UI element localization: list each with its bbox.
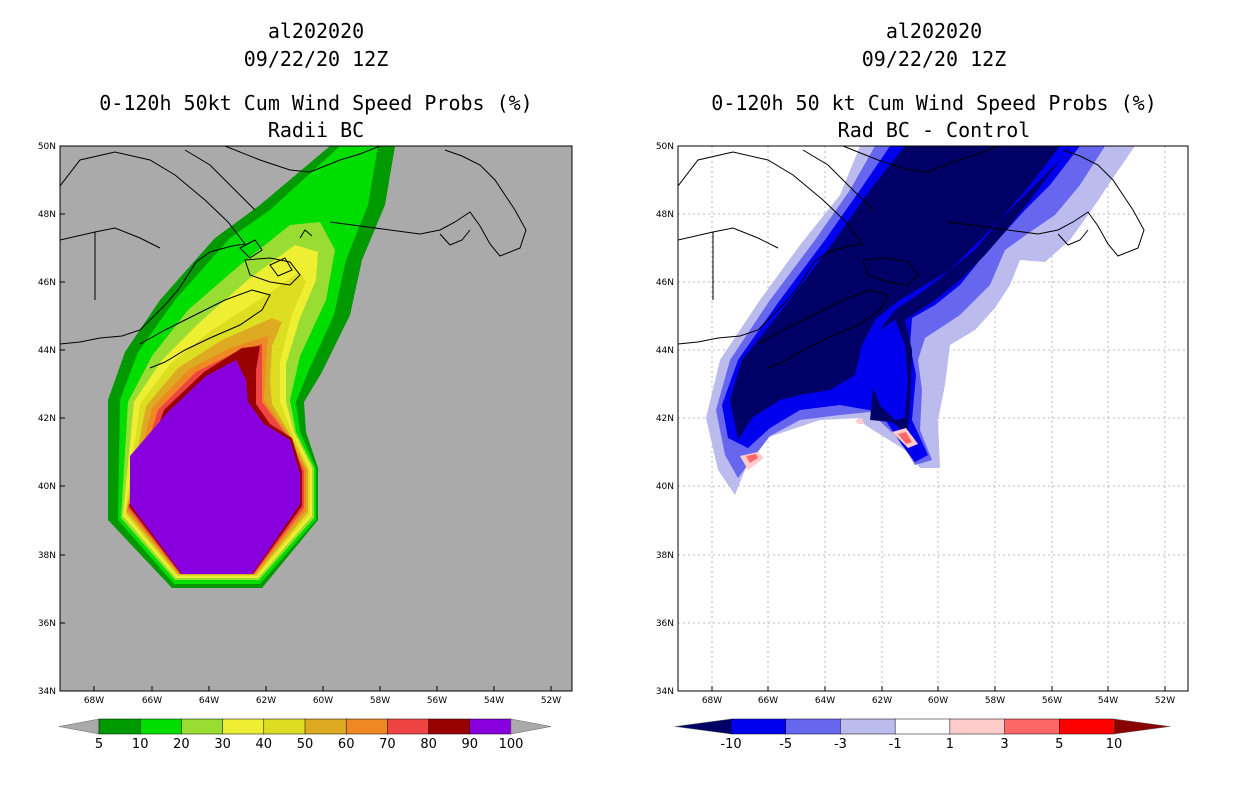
right-colorbar-label: -5 xyxy=(779,737,792,752)
right-title: 0-120h 50 kt Cum Wind Speed Probs (%) xyxy=(711,91,1157,115)
lat-label: 34N xyxy=(656,687,674,697)
right-colorbar: -10 -5 -3 -1 1 3 5 10 xyxy=(674,718,1171,752)
left-colorbar-label: 40 xyxy=(256,737,273,752)
lat-label: 42N xyxy=(656,414,674,424)
lat-label: 46N xyxy=(656,278,674,288)
right-storm-id: al202020 xyxy=(885,19,983,43)
diff-band-plus1 xyxy=(855,418,864,424)
left-colorbar-label: 100 xyxy=(499,737,524,752)
right-colorbar-swatch xyxy=(894,718,951,735)
right-colorbar-label: -3 xyxy=(834,737,847,752)
right-colorbar-label: 10 xyxy=(1106,737,1123,752)
right-colorbar-swatch xyxy=(785,718,841,735)
right-colorbar-arrow-high xyxy=(1113,718,1171,735)
lon-label: 56W xyxy=(1042,696,1062,706)
right-colorbar-swatch xyxy=(949,718,1006,735)
diff-band-minus10-core xyxy=(738,146,1045,430)
lon-label: 52W xyxy=(541,696,561,706)
lon-label: 60W xyxy=(313,696,333,706)
lon-label: 56W xyxy=(427,696,447,706)
lon-label: 58W xyxy=(370,696,390,706)
left-coastlines xyxy=(60,146,527,369)
lat-label: 44N xyxy=(656,346,674,356)
lat-label: 40N xyxy=(656,482,674,492)
lat-label: 50N xyxy=(38,142,56,152)
left-colorbar-label: 10 xyxy=(132,737,149,752)
right-colorbar-label: -10 xyxy=(720,737,741,752)
lat-label: 44N xyxy=(38,346,56,356)
lat-label: 36N xyxy=(38,619,56,629)
left-colorbar: 5 10 20 30 40 50 60 70 80 90 100 xyxy=(58,718,552,752)
left-title: 0-120h 50kt Cum Wind Speed Probs (%) xyxy=(99,91,533,115)
left-storm-id: al202020 xyxy=(267,19,365,43)
lon-label: 54W xyxy=(484,696,504,706)
left-subtitle: Radii BC xyxy=(267,118,365,142)
lat-label: 34N xyxy=(38,687,56,697)
lon-label: 54W xyxy=(1098,696,1118,706)
lon-label: 68W xyxy=(84,696,104,706)
right-date: 09/22/20 12Z xyxy=(861,47,1007,71)
lon-label: 66W xyxy=(758,696,778,706)
lat-label: 38N xyxy=(38,551,56,561)
lon-label: 68W xyxy=(702,696,722,706)
diff-band-plus3 xyxy=(746,454,758,463)
left-colorbar-label: 80 xyxy=(420,737,437,752)
left-colorbar-label: 70 xyxy=(379,737,396,752)
lon-label: 64W xyxy=(199,696,219,706)
lon-label: 62W xyxy=(872,696,892,706)
left-colorbar-label: 90 xyxy=(462,737,479,752)
lat-label: 42N xyxy=(38,414,56,424)
diff-band-minus5-lobe xyxy=(860,320,908,420)
lon-label: 58W xyxy=(985,696,1005,706)
lon-label: 64W xyxy=(815,696,835,706)
lat-label: 40N xyxy=(38,482,56,492)
lat-label: 36N xyxy=(656,619,674,629)
lon-label: 62W xyxy=(256,696,276,706)
left-colorbar-label: 5 xyxy=(95,737,103,752)
right-ticks xyxy=(711,686,1166,691)
diff-band-plus3 xyxy=(898,432,912,444)
right-colorbar-arrow-low xyxy=(674,718,732,735)
right-colorbar-swatch xyxy=(1004,718,1060,735)
right-coastlines xyxy=(678,146,1145,369)
lat-label: 48N xyxy=(38,210,56,220)
left-map-frame xyxy=(59,145,573,692)
right-colorbar-label: 1 xyxy=(946,737,954,752)
right-subtitle: Rad BC - Control xyxy=(837,118,1031,142)
right-colorbar-swatch xyxy=(840,718,896,735)
left-colorbar-label: 20 xyxy=(173,737,190,752)
left-colorbar-label: 30 xyxy=(214,737,231,752)
lon-label: 52W xyxy=(1155,696,1175,706)
right-colorbar-swatch xyxy=(1059,718,1115,735)
lat-label: 48N xyxy=(656,210,674,220)
prob-band-90 xyxy=(130,360,300,574)
right-colorbar-swatch xyxy=(730,718,787,735)
right-colorbar-label: -1 xyxy=(889,737,902,752)
right-map-frame xyxy=(677,145,1189,692)
left-colorbar-arrow-high xyxy=(510,718,552,735)
lat-label: 50N xyxy=(656,142,674,152)
left-ticks xyxy=(60,146,552,691)
lon-label: 66W xyxy=(142,696,162,706)
left-colorbar-label: 50 xyxy=(297,737,314,752)
right-colorbar-label: 5 xyxy=(1055,737,1063,752)
lat-label: 46N xyxy=(38,278,56,288)
left-date: 09/22/20 12Z xyxy=(243,47,389,71)
lat-label: 38N xyxy=(656,551,674,561)
left-colorbar-label: 60 xyxy=(338,737,355,752)
right-colorbar-label: 3 xyxy=(1000,737,1008,752)
lon-label: 60W xyxy=(928,696,948,706)
